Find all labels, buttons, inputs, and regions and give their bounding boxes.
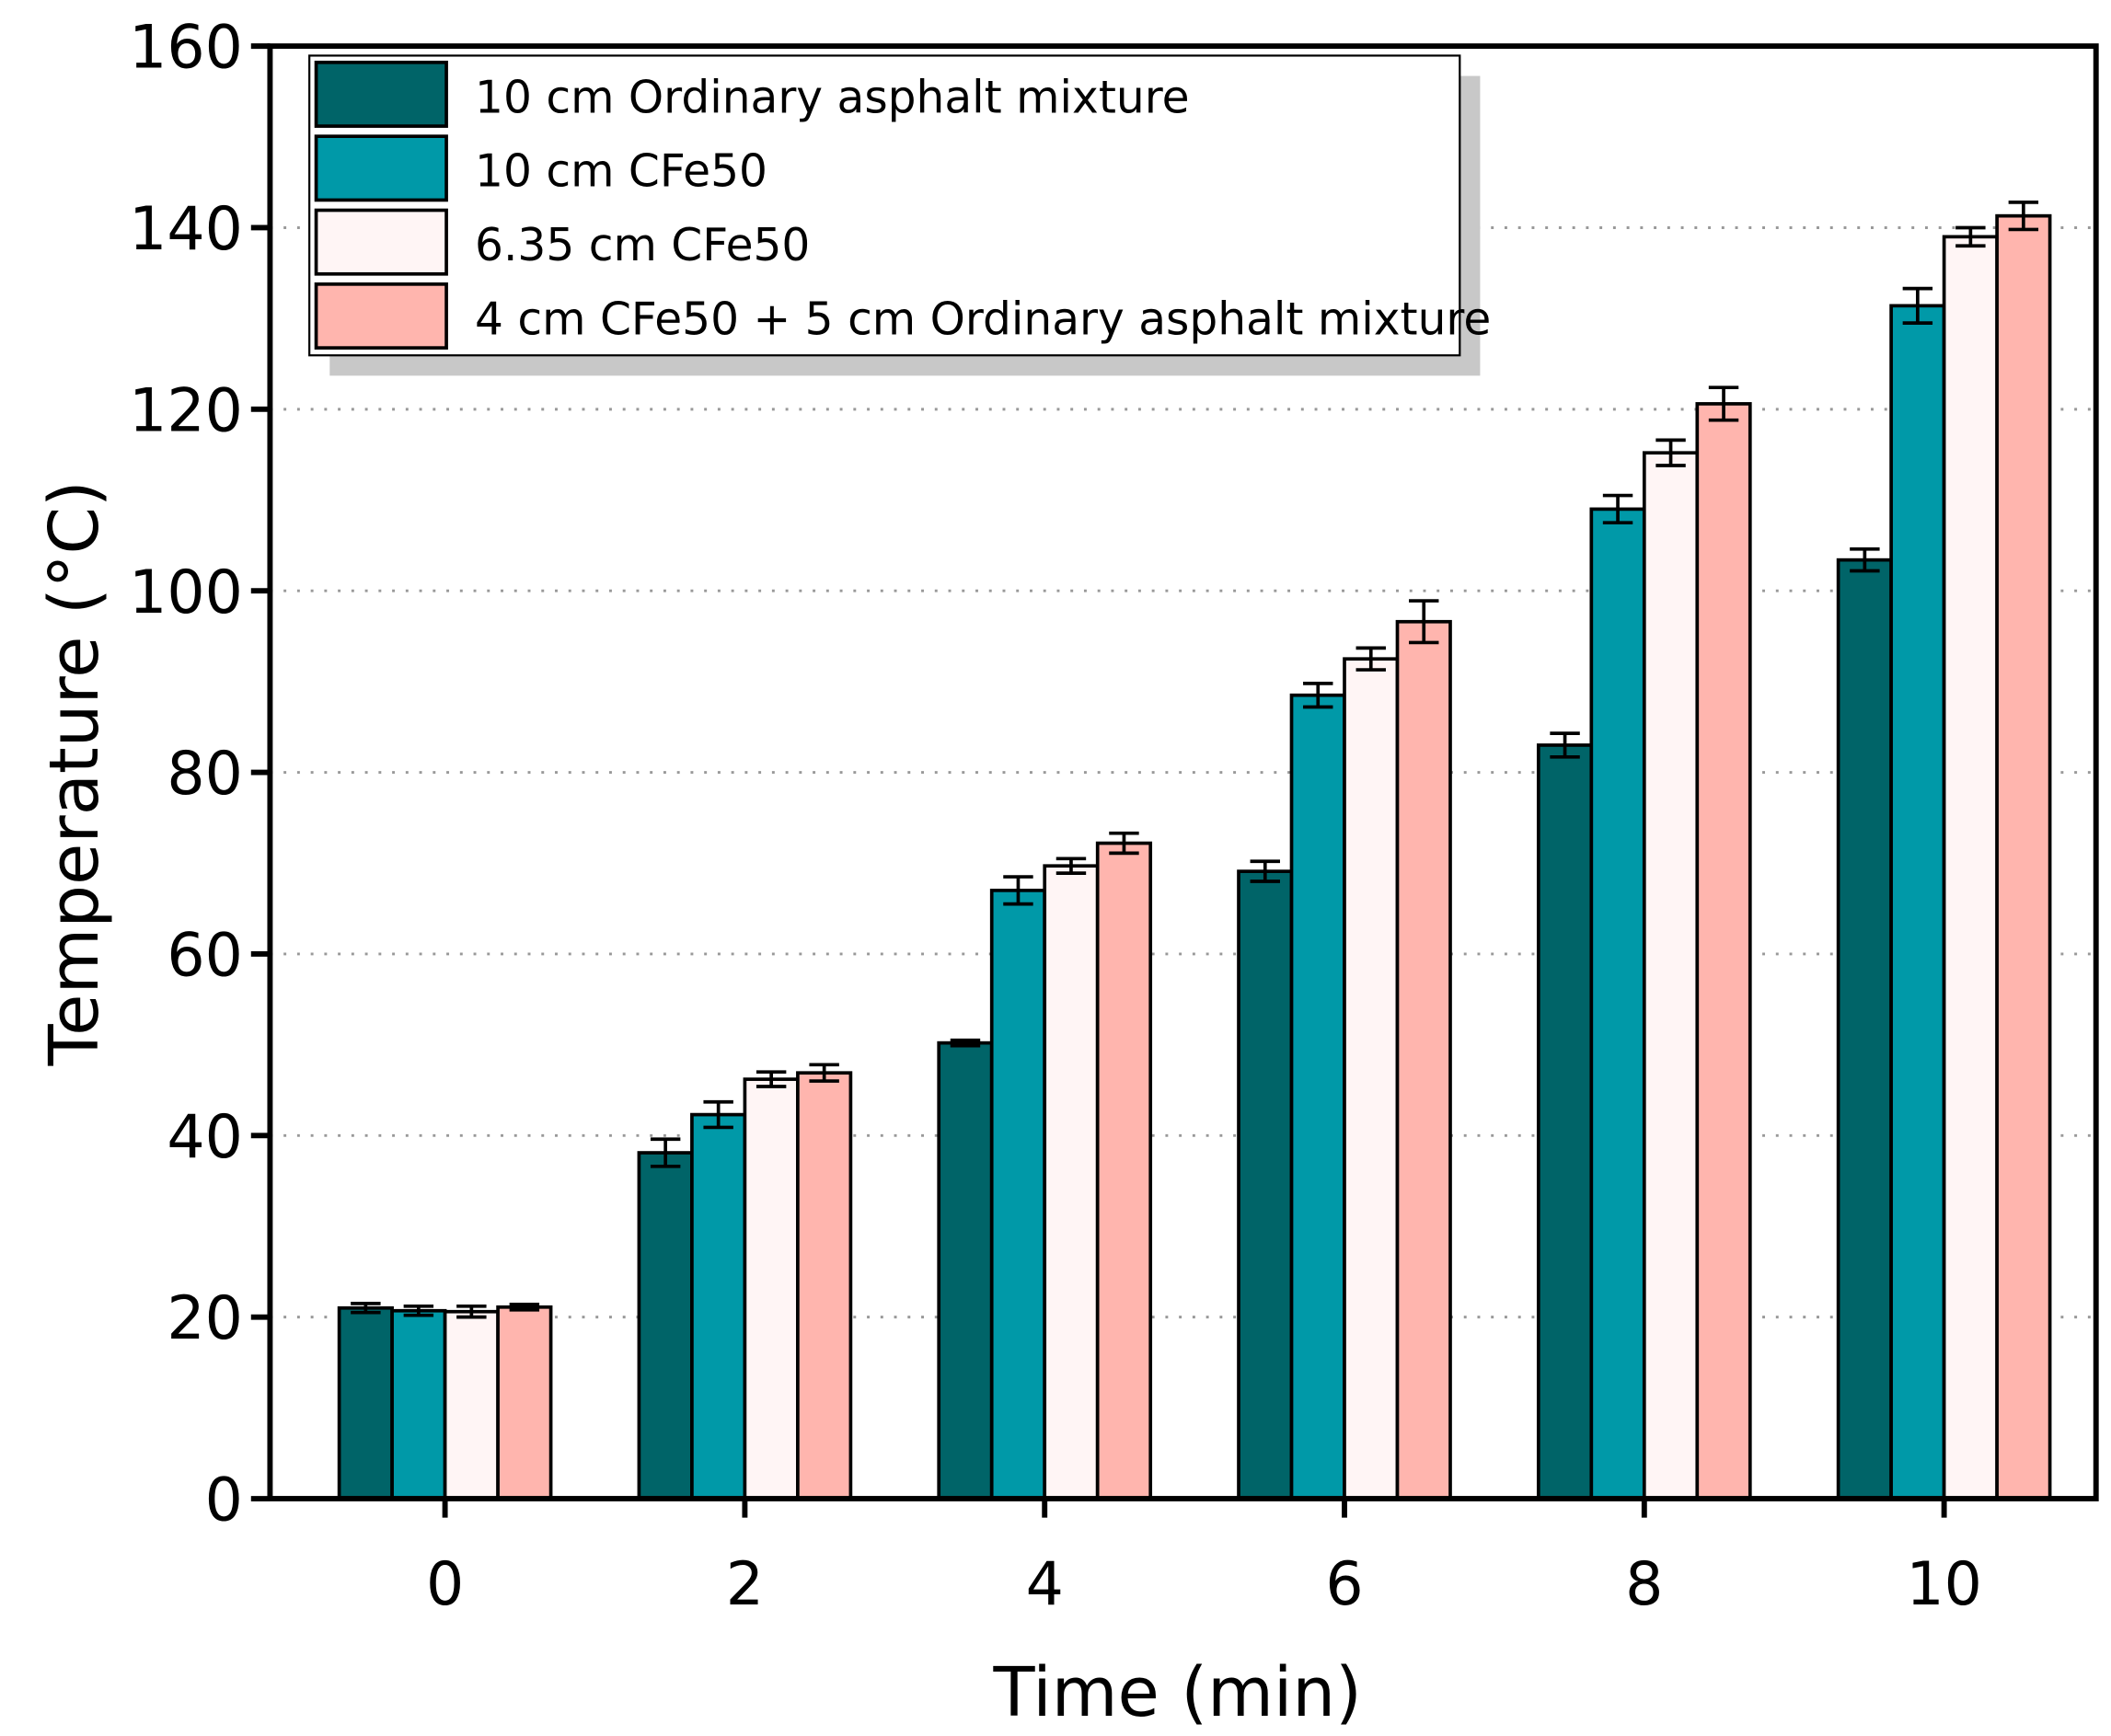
legend-swatch [314,208,448,276]
y-tick-label: 160 [129,14,243,83]
bar [1237,869,1294,1500]
legend-label: 10 cm CFe50 [475,146,767,198]
y-tick-label: 80 [167,740,243,809]
y-tick-label: 100 [129,558,243,627]
x-tick-label: 2 [726,1550,764,1619]
bar [337,1305,394,1500]
bar [1589,507,1646,1500]
x-tick-label: 8 [1625,1550,1663,1619]
bar [1995,213,2052,1500]
legend-label: 4 cm CFe50 + 5 cm Ordinary asphalt mixtu… [475,293,1491,345]
y-axis-label: Temperature (°C) [36,480,114,1066]
legend-swatch [314,60,448,128]
x-tick-label: 6 [1325,1550,1363,1619]
bar [1095,841,1153,1500]
bar [1536,743,1594,1500]
bar [1889,304,1946,1500]
x-tick-label: 0 [426,1550,464,1619]
legend: 10 cm Ordinary asphalt mixture 10 cm CFe5… [308,54,1491,376]
bar [1343,657,1400,1500]
bar [690,1112,747,1500]
y-tick-label: 120 [129,376,243,445]
bar [743,1077,800,1500]
y-tick-label: 40 [167,1103,243,1172]
y-tick-label: 140 [129,195,243,264]
bar [937,1040,994,1500]
legend-swatch [314,282,448,350]
bar [1942,235,1999,1500]
legend-swatch [314,134,448,202]
x-tick-label: 10 [1906,1550,1982,1619]
x-axis-label: Time (min) [993,1654,1362,1732]
legend-box [308,54,1461,357]
bar [637,1151,694,1500]
y-tick-label: 0 [205,1466,243,1535]
bar [496,1305,553,1500]
bar [1836,558,1893,1500]
bar [796,1071,853,1500]
bar [1642,451,1700,1500]
bar [390,1308,447,1500]
legend-label: 6.35 cm CFe50 [475,220,810,271]
y-tick-label: 20 [167,1284,243,1353]
bar [989,889,1047,1500]
plot-frame [267,43,2099,1501]
bar [1043,864,1100,1500]
bar [1695,402,1752,1500]
y-tick-label: 60 [167,922,243,991]
bar [1289,693,1346,1500]
x-tick-label: 4 [1026,1550,1064,1619]
legend-label: 10 cm Ordinary asphalt mixture [475,72,1190,123]
bar [443,1309,500,1500]
bar [1395,619,1452,1500]
